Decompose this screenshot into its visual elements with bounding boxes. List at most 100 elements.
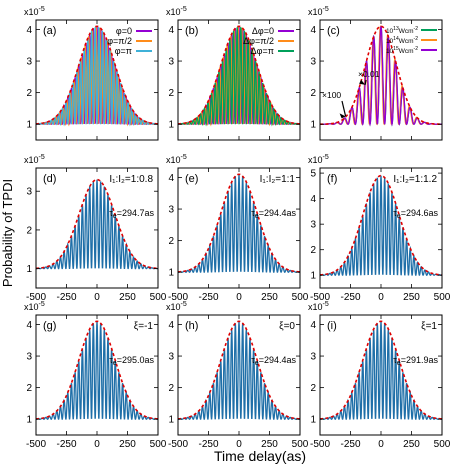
x-tick-label: -250 (56, 439, 76, 450)
y-tick-label: 4 (168, 173, 174, 184)
y-tick-label: 5 (310, 169, 316, 180)
envelope-line (320, 174, 442, 276)
envelope-line (178, 320, 300, 420)
y-axis-label: Probability of TPDI (0, 179, 15, 287)
y-exponent-label: x10-5 (24, 6, 45, 17)
series-line-1 (178, 174, 300, 273)
y-tick-label: 1 (26, 264, 32, 275)
tau-e-label: τe=295.0as (109, 355, 154, 367)
x-tick-label: 0 (236, 292, 242, 303)
series-line-1 (36, 321, 158, 420)
y-tick-label: 3 (168, 57, 174, 68)
y-tick-label: 2 (310, 88, 316, 99)
series-group (36, 178, 158, 270)
x-tick-label: -250 (340, 439, 360, 450)
annotation-arrow (341, 100, 347, 117)
panel-b: 1 2 3 4 x10-5 (b) Δφ=0Δφ=π/2Δφ=π (166, 6, 301, 141)
x-tick-label: 250 (403, 292, 420, 303)
x-tick-label: -500 (310, 292, 330, 303)
legend-label: 1013Wcm-2 (386, 26, 418, 35)
annotation-arrow-head (359, 79, 366, 85)
x-tick-label: -250 (340, 292, 360, 303)
y-tick-label: 4 (310, 194, 316, 205)
panel-label: (h) (185, 320, 198, 332)
panel-parameter-label: I₁:I₂=1:1 (260, 174, 296, 185)
x-tick-label: 0 (378, 292, 384, 303)
panel-g: -500 -250 0 250 500 1 2 3 4 x10-5 (g) ξ=-1 τe=295.0a… (24, 301, 167, 450)
x-tick-label: 250 (261, 292, 278, 303)
panel-label: (i) (327, 320, 337, 332)
x-tick-label: -500 (310, 439, 330, 450)
x-tick-label: 500 (150, 292, 167, 303)
series-group (320, 174, 442, 276)
x-tick-label: 0 (94, 292, 100, 303)
series-group (320, 320, 442, 420)
x-tick-label: -250 (56, 292, 76, 303)
y-tick-label: 3 (26, 57, 32, 68)
x-tick-label: -500 (26, 292, 46, 303)
x-axis-label: Time delay(as) (214, 448, 306, 464)
series-line-3 (320, 26, 442, 127)
annotation-scale-up: ×100 (322, 90, 341, 100)
y-tick-label: 4 (310, 320, 316, 331)
y-tick-label: 3 (26, 187, 32, 198)
envelope-line (178, 25, 300, 125)
legend-label: 1014Wcm-2 (386, 36, 418, 45)
x-tick-label: 250 (261, 439, 278, 450)
x-tick-label: 0 (94, 439, 100, 450)
panel-label: (b) (185, 25, 198, 37)
series-group (178, 25, 300, 127)
panel-i: -500 -250 0 250 500 1 2 3 4 x10-5 (i) ξ=1 τe=291.9as (308, 301, 451, 450)
y-tick-label: 3 (168, 352, 174, 363)
y-tick-label: 4 (168, 320, 174, 331)
envelope-line (178, 173, 300, 273)
x-tick-label: -500 (168, 439, 188, 450)
tau-e-label: τe=294.7as (109, 208, 154, 220)
series-group (178, 173, 300, 273)
panel-label: (c) (327, 25, 340, 37)
legend-label: Δφ=0 (252, 26, 274, 36)
y-exponent-label: x10-5 (308, 154, 329, 165)
x-tick-label: 500 (292, 292, 309, 303)
series-line-2 (320, 24, 442, 126)
series-line-3 (36, 26, 158, 127)
y-tick-label: 4 (26, 320, 32, 331)
y-tick-label: 1 (310, 271, 316, 282)
panel-parameter-label: I₁:I₂=1:1.2 (393, 174, 437, 185)
envelope-line (320, 25, 442, 125)
y-tick-label: 1 (168, 268, 174, 279)
legend-label: φ=π/2 (107, 36, 132, 46)
panel-parameter-label: ξ=-1 (134, 321, 154, 332)
x-tick-label: 500 (434, 292, 451, 303)
y-tick-label: 2 (168, 88, 174, 99)
panel-h: -500 -250 0 250 500 1 2 3 4 x10-5 (h) ξ=0 τe=294.4as (166, 301, 309, 450)
y-tick-label: 2 (168, 383, 174, 394)
annotation-arrow-head (339, 113, 346, 119)
envelope-line (36, 25, 158, 125)
y-exponent-label: x10-5 (308, 6, 329, 17)
legend-label: Δφ=π (251, 46, 274, 56)
y-tick-label: 4 (310, 25, 316, 36)
x-tick-label: -500 (168, 292, 188, 303)
panel-parameter-label: I₁:I₂=1:0.8 (109, 174, 153, 185)
y-exponent-label: x10-5 (24, 154, 45, 165)
y-tick-label: 2 (310, 245, 316, 256)
panel-label: (f) (327, 173, 337, 185)
x-tick-label: 0 (378, 439, 384, 450)
y-tick-label: 3 (310, 220, 316, 231)
x-tick-label: -500 (26, 439, 46, 450)
tau-e-label: τe=291.9as (393, 355, 438, 367)
y-tick-label: 4 (168, 25, 174, 36)
series-group (36, 25, 158, 127)
y-tick-label: 1 (26, 120, 32, 131)
series-group (320, 24, 442, 127)
annotation-arrow (364, 79, 367, 85)
series-line-1 (320, 175, 442, 276)
y-tick-label: 2 (26, 88, 32, 99)
y-tick-label: 3 (310, 57, 316, 68)
x-tick-label: -250 (198, 439, 218, 450)
panel-parameter-label: ξ=0 (279, 321, 295, 332)
tau-e-label: τe=294.4as (251, 355, 296, 367)
x-tick-label: 500 (150, 439, 167, 450)
